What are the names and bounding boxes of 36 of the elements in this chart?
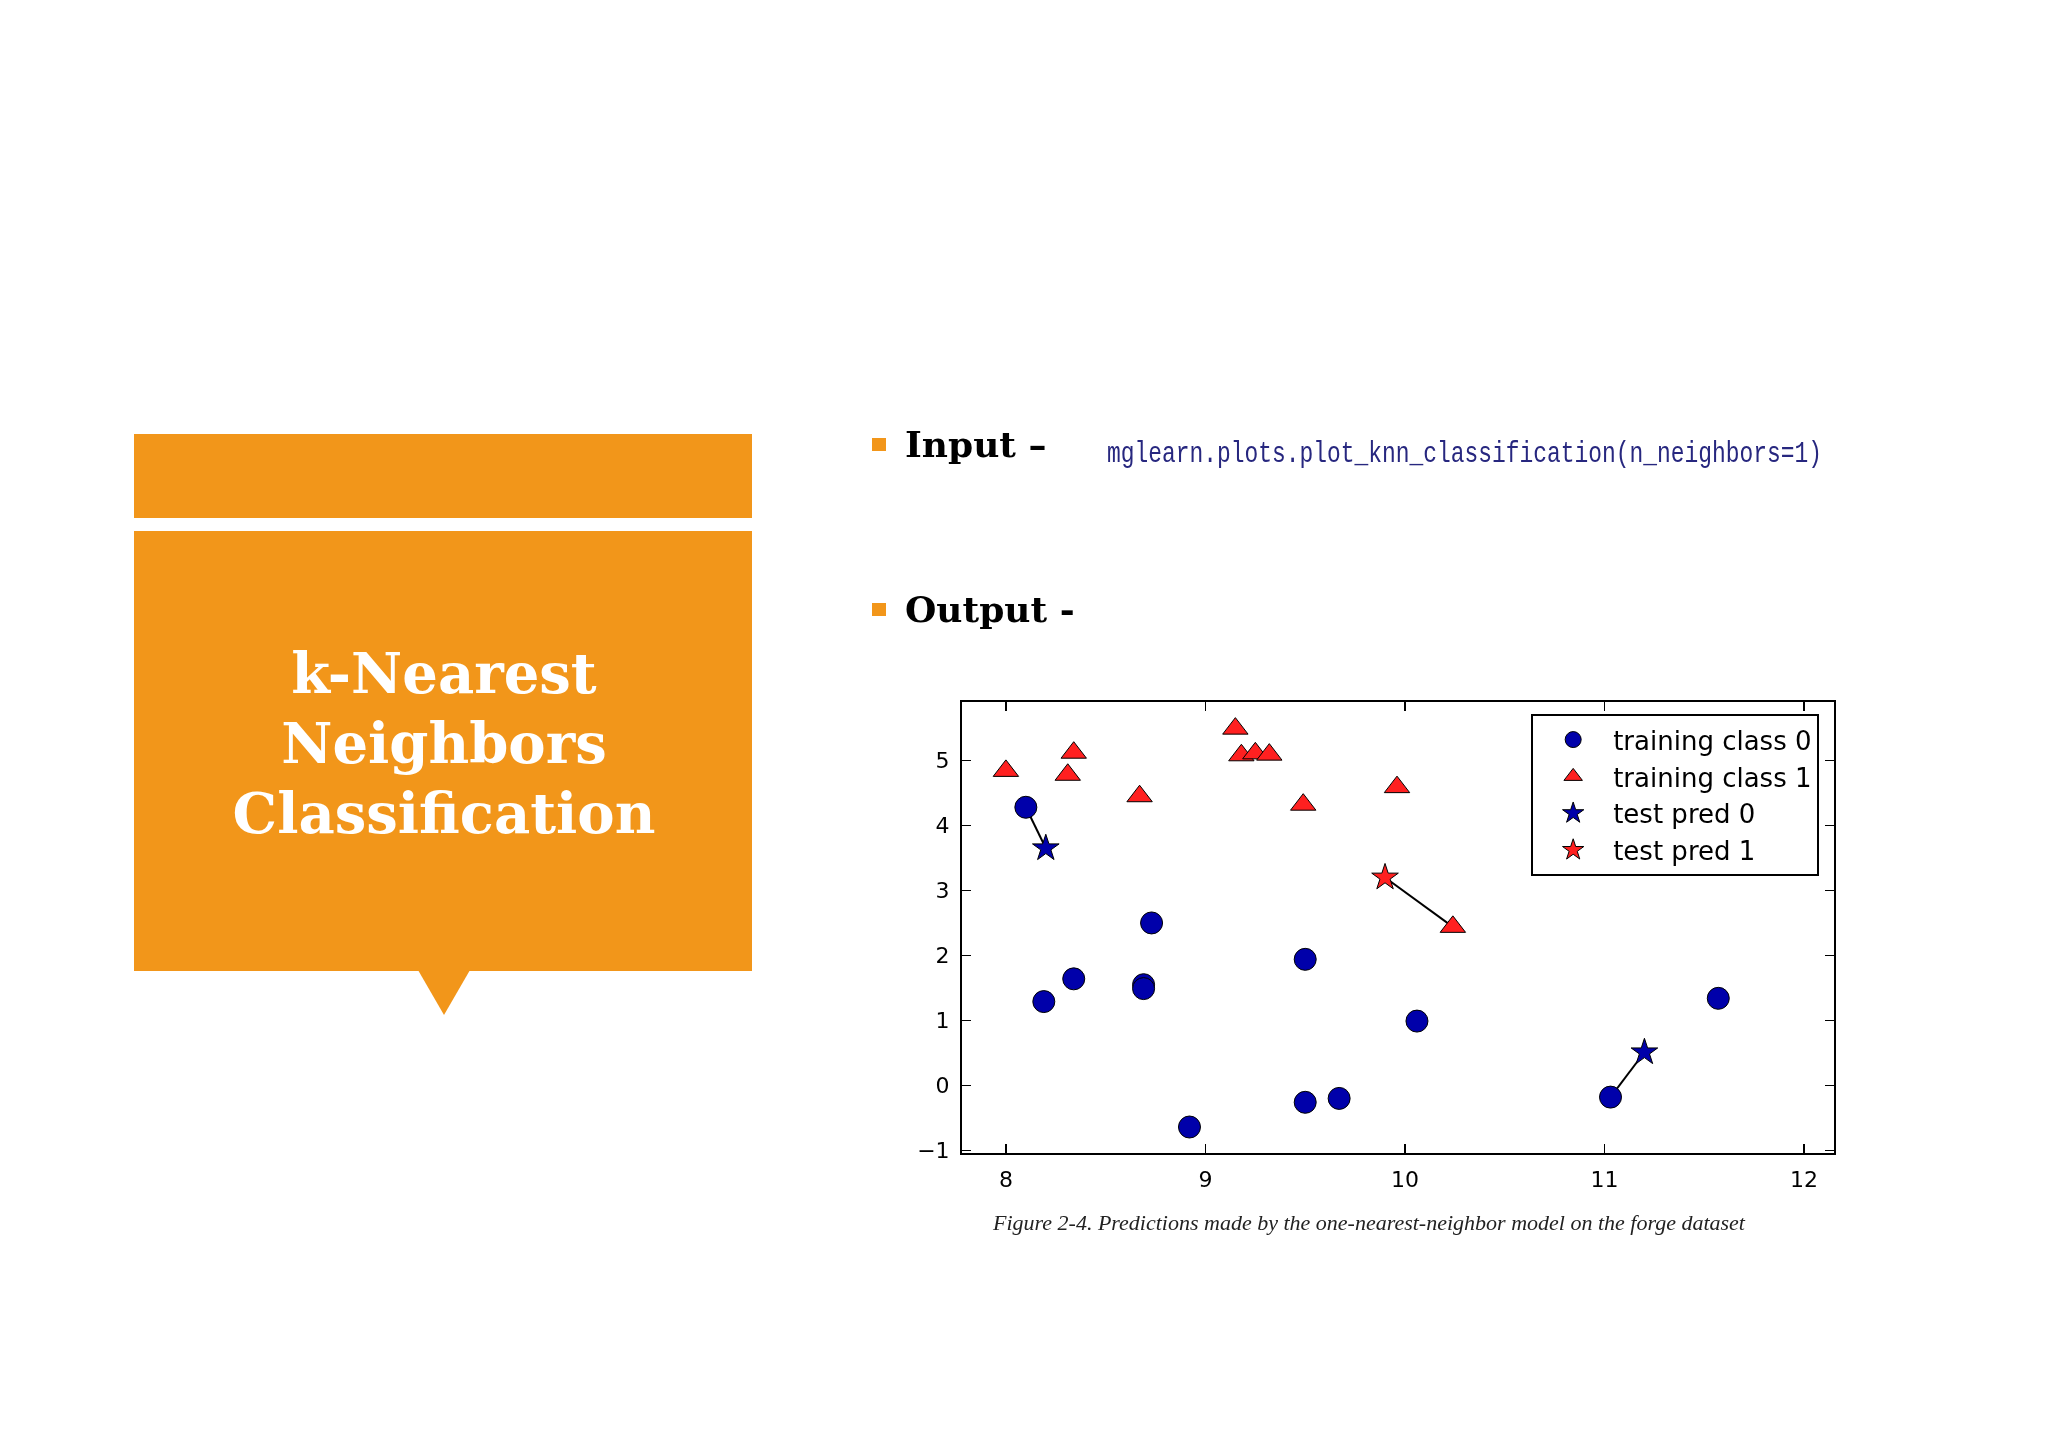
point	[1405, 1009, 1429, 1033]
legend-label: test pred 0	[1613, 799, 1756, 830]
y-tick-label: 5	[935, 748, 950, 774]
text: k-Nearest Neighbors Classification	[231, 639, 657, 848]
point	[1293, 1090, 1317, 1114]
x-tick-label: 8	[998, 1167, 1013, 1193]
point	[1126, 784, 1153, 803]
point	[1706, 986, 1730, 1010]
point	[1630, 1037, 1659, 1065]
caption: Figure 2-4. Predictions made by the one-nearest-neighbor model on the forge dataset	[993, 1210, 1745, 1236]
y-tick-label: 4	[935, 813, 950, 839]
point	[1371, 862, 1399, 890]
text: Input –	[905, 423, 1047, 466]
legend-label: test pred 1	[1613, 836, 1756, 867]
y-tick-label: 2	[935, 943, 950, 969]
point	[1293, 947, 1317, 971]
x-tick-label: 9	[1198, 1167, 1213, 1193]
point	[1032, 833, 1060, 861]
x-tick-label: 12	[1790, 1167, 1819, 1193]
point	[1014, 795, 1038, 819]
point	[1032, 990, 1056, 1014]
y-tick-label: 3	[935, 878, 950, 904]
y-tick-label: 0	[935, 1073, 950, 1099]
point	[1327, 1086, 1351, 1110]
point	[1599, 1085, 1623, 1109]
point	[1177, 1115, 1201, 1139]
x-tick-label: 10	[1390, 1167, 1419, 1193]
legend-label: training class 1	[1613, 762, 1812, 793]
x-tick-label: 11	[1590, 1167, 1619, 1193]
point	[1062, 967, 1086, 991]
y-tick-label: −1	[917, 1138, 950, 1164]
y-tick-label: 1	[935, 1008, 950, 1034]
legend-label: training class 0	[1613, 725, 1812, 756]
text: Output -	[905, 588, 1075, 631]
text: mglearn.plots.plot_knn_classification(n_neighbors=1)	[1107, 438, 1822, 472]
point	[1140, 911, 1164, 935]
